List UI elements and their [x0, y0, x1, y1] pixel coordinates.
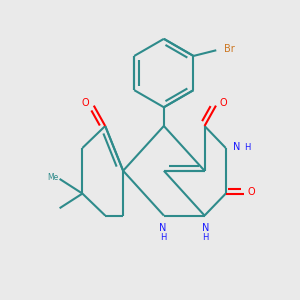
Text: N: N	[233, 142, 241, 152]
Text: Me: Me	[47, 173, 59, 182]
Text: O: O	[248, 187, 256, 197]
Text: H: H	[160, 233, 166, 242]
Text: N: N	[202, 223, 209, 233]
Text: O: O	[220, 98, 227, 108]
Text: O: O	[82, 98, 89, 108]
Text: Br: Br	[224, 44, 235, 54]
Text: N: N	[159, 223, 167, 233]
Text: H: H	[202, 233, 208, 242]
Text: H: H	[244, 142, 251, 152]
